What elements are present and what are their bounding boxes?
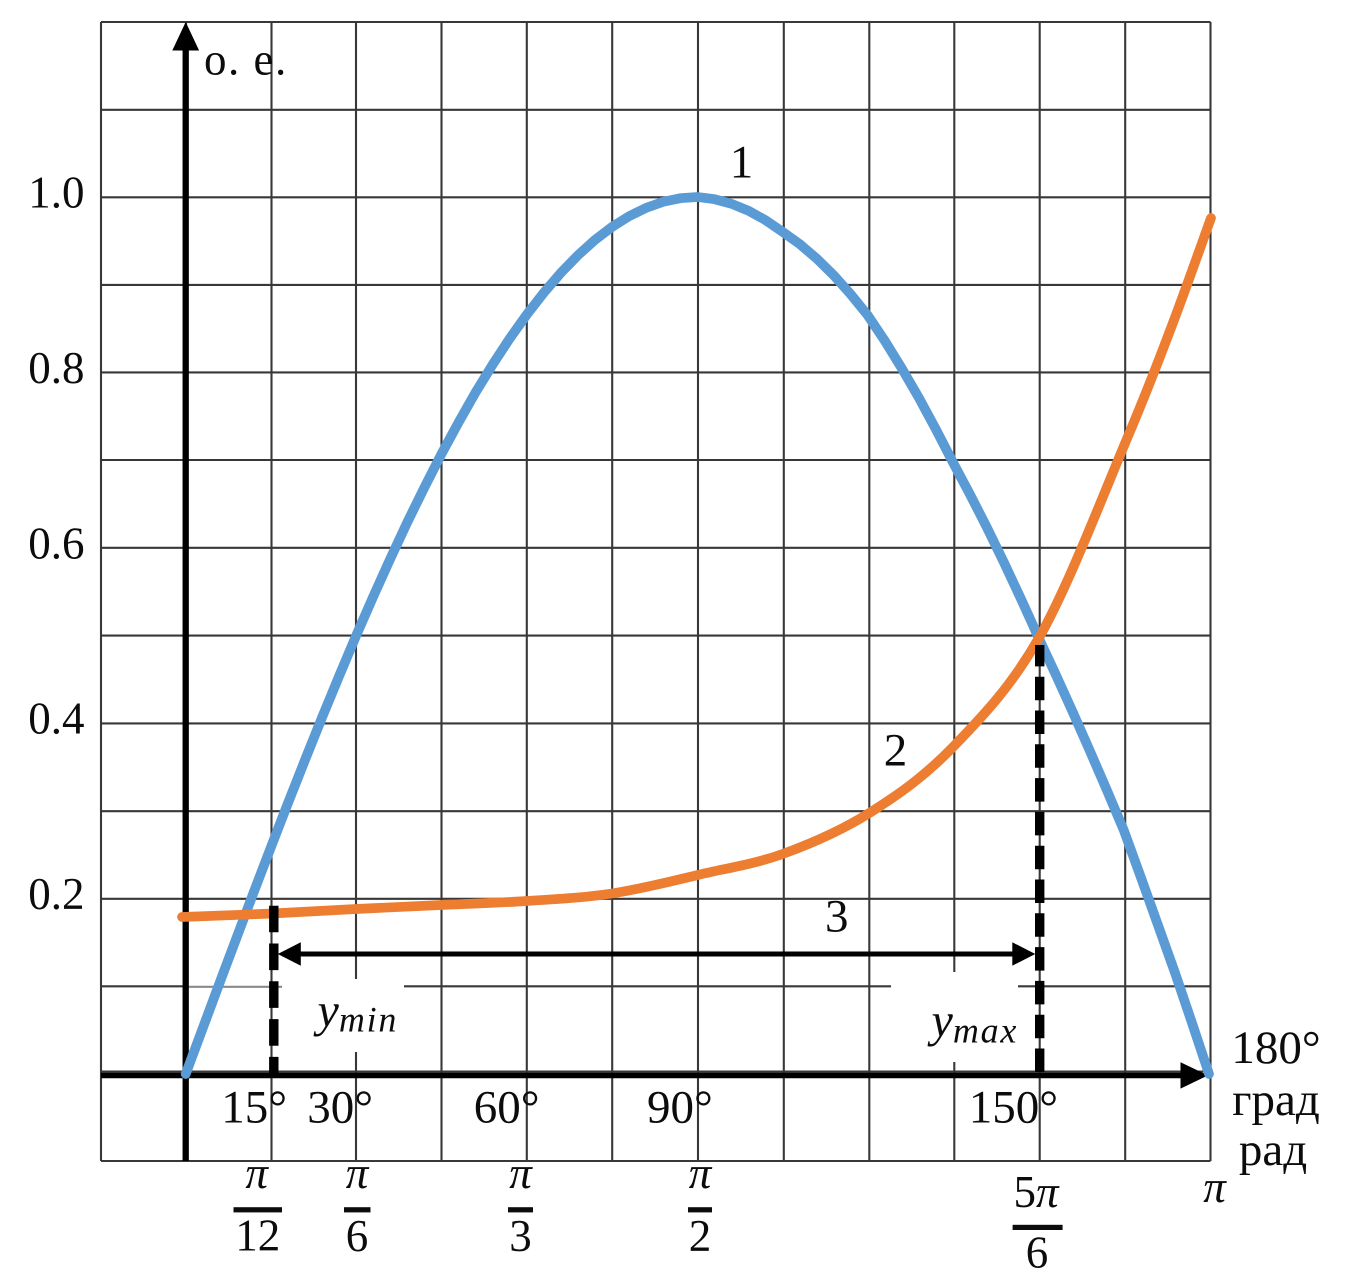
svg-text:90°: 90° <box>647 1082 713 1134</box>
svg-text:6: 6 <box>346 1211 369 1261</box>
svg-text:1: 1 <box>730 137 754 189</box>
svg-text:π: π <box>689 1148 713 1198</box>
svg-text:2: 2 <box>884 725 908 777</box>
svg-text:0.2: 0.2 <box>28 869 84 919</box>
svg-text:180°: 180° <box>1231 1022 1320 1074</box>
svg-text:π: π <box>1203 1162 1227 1212</box>
svg-text:60°: 60° <box>474 1082 540 1134</box>
svg-text:ymax: ymax <box>927 995 1019 1051</box>
svg-text:150°: 150° <box>969 1082 1058 1134</box>
svg-text:0.8: 0.8 <box>28 343 84 393</box>
svg-text:30°: 30° <box>307 1082 373 1134</box>
svg-text:0.4: 0.4 <box>28 694 84 744</box>
svg-text:π: π <box>346 1148 370 1198</box>
svg-text:рад: рад <box>1239 1124 1307 1176</box>
svg-text:15°: 15° <box>221 1082 287 1134</box>
svg-text:о. е.: о. е. <box>204 35 288 85</box>
svg-text:1.0: 1.0 <box>28 168 84 218</box>
svg-text:град: град <box>1232 1074 1320 1126</box>
svg-text:5π: 5π <box>1013 1167 1060 1217</box>
svg-text:3: 3 <box>825 891 849 943</box>
svg-text:2: 2 <box>689 1211 712 1261</box>
svg-text:3: 3 <box>509 1211 532 1261</box>
svg-text:π: π <box>245 1148 269 1198</box>
svg-text:π: π <box>509 1148 533 1198</box>
svg-text:12: 12 <box>235 1211 280 1261</box>
svg-text:0.6: 0.6 <box>28 518 84 568</box>
svg-text:6: 6 <box>1026 1228 1049 1278</box>
